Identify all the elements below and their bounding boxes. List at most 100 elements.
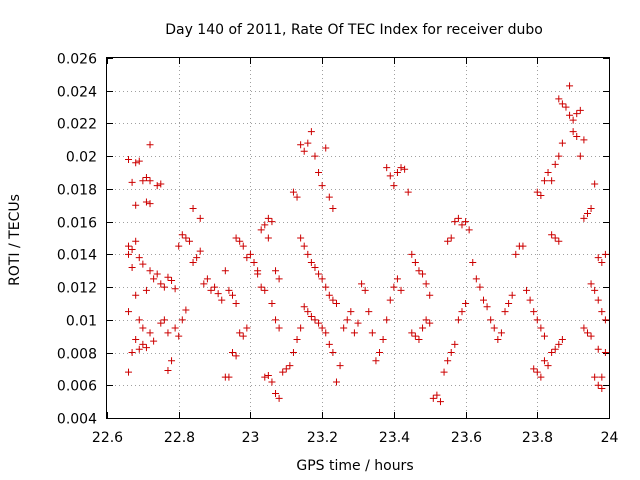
data-point	[153, 182, 161, 190]
data-point	[358, 280, 366, 288]
data-point	[505, 299, 513, 307]
data-point	[257, 283, 265, 291]
data-point	[508, 291, 516, 299]
data-point	[537, 324, 545, 332]
data-point	[207, 286, 215, 294]
data-point	[451, 218, 459, 226]
data-point	[236, 237, 244, 245]
data-point	[372, 357, 380, 365]
data-point	[272, 267, 280, 275]
data-point	[322, 283, 330, 291]
data-point	[139, 340, 147, 348]
y-tick-label: 0.026	[57, 52, 97, 68]
data-point	[422, 280, 430, 288]
data-point	[268, 299, 276, 307]
data-point	[128, 245, 136, 253]
data-point	[487, 316, 495, 324]
data-point	[311, 316, 319, 324]
data-point	[261, 221, 269, 229]
data-point	[132, 237, 140, 245]
data-point	[142, 286, 150, 294]
data-point	[300, 147, 308, 155]
data-point	[232, 234, 240, 242]
data-point	[200, 280, 208, 288]
data-point	[444, 237, 452, 245]
data-point	[383, 316, 391, 324]
data-point	[580, 324, 588, 332]
data-point	[415, 267, 423, 275]
x-tick-label: 22.8	[164, 430, 195, 446]
data-point	[261, 373, 269, 381]
x-tick-label: 23.4	[379, 430, 410, 446]
data-point	[135, 254, 143, 262]
grid-lines	[107, 58, 609, 418]
data-point	[125, 250, 133, 258]
data-point	[142, 198, 150, 206]
data-point	[548, 177, 556, 185]
data-point	[447, 349, 455, 357]
data-point	[243, 324, 251, 332]
data-point	[300, 303, 308, 311]
plot-frame	[106, 57, 610, 419]
data-point	[569, 116, 577, 124]
data-point	[160, 316, 168, 324]
data-point	[300, 242, 308, 250]
data-point	[325, 193, 333, 201]
data-point	[336, 362, 344, 370]
data-point	[171, 285, 179, 293]
data-point	[218, 296, 226, 304]
data-point	[268, 218, 276, 226]
data-point	[225, 373, 233, 381]
data-point	[558, 100, 566, 108]
data-point	[393, 169, 401, 177]
data-point	[132, 335, 140, 343]
data-point	[182, 234, 190, 242]
data-point	[490, 324, 498, 332]
data-point	[408, 329, 416, 337]
x-tick-label: 22.6	[92, 430, 123, 446]
data-point	[304, 308, 312, 316]
data-point	[175, 242, 183, 250]
data-point	[555, 340, 563, 348]
data-point	[386, 296, 394, 304]
data-point	[196, 247, 204, 255]
data-point	[128, 178, 136, 186]
data-point	[293, 335, 301, 343]
data-point	[332, 378, 340, 386]
data-point	[555, 95, 563, 103]
data-point	[558, 335, 566, 343]
data-point	[354, 319, 362, 327]
data-point	[221, 267, 229, 275]
data-point	[573, 110, 581, 118]
data-point	[135, 316, 143, 324]
data-point	[275, 275, 283, 283]
data-point	[322, 144, 330, 152]
data-point	[135, 345, 143, 353]
data-point	[139, 324, 147, 332]
data-point	[261, 286, 269, 294]
y-tick-label: 0.016	[57, 216, 97, 232]
data-point	[480, 296, 487, 304]
data-point	[175, 332, 183, 340]
data-point	[264, 234, 272, 242]
y-tick-label: 0.022	[57, 117, 97, 133]
data-point	[594, 345, 602, 353]
data-point	[132, 291, 140, 299]
data-point	[146, 200, 154, 208]
data-point	[555, 237, 563, 245]
data-point	[566, 82, 574, 90]
data-point	[411, 332, 419, 340]
x-tick-label: 23	[242, 430, 260, 446]
data-point	[125, 308, 133, 316]
data-point	[458, 308, 466, 316]
data-point	[537, 191, 545, 199]
data-point	[139, 260, 147, 268]
data-point	[164, 367, 172, 375]
data-point	[189, 259, 197, 267]
data-point	[594, 381, 602, 389]
data-point	[537, 373, 545, 381]
data-point	[583, 329, 591, 337]
data-point	[551, 160, 559, 168]
data-point	[307, 128, 315, 136]
data-point	[526, 296, 534, 304]
